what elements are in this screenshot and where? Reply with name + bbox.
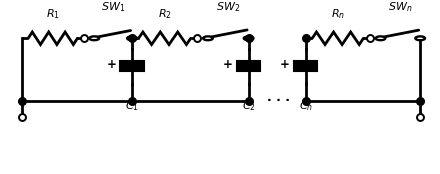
Circle shape [89, 36, 99, 40]
Text: $R_2$: $R_2$ [158, 7, 172, 21]
Text: $R_n$: $R_n$ [331, 7, 345, 21]
Text: $C_2$: $C_2$ [242, 99, 256, 113]
Text: $SW_1$: $SW_1$ [101, 0, 125, 14]
Circle shape [415, 36, 425, 40]
Text: $C_n$: $C_n$ [299, 99, 313, 113]
Circle shape [127, 36, 137, 40]
Text: +: + [106, 58, 116, 71]
Text: $R_1$: $R_1$ [46, 7, 60, 21]
Text: $C_1$: $C_1$ [125, 99, 139, 113]
Text: +: + [280, 58, 290, 71]
Text: · · ·: · · · [267, 94, 290, 107]
Circle shape [244, 36, 253, 40]
Circle shape [203, 36, 213, 40]
Circle shape [376, 36, 385, 40]
Text: $SW_2$: $SW_2$ [216, 0, 240, 14]
Text: $SW_n$: $SW_n$ [388, 0, 413, 14]
Text: +: + [223, 58, 233, 71]
